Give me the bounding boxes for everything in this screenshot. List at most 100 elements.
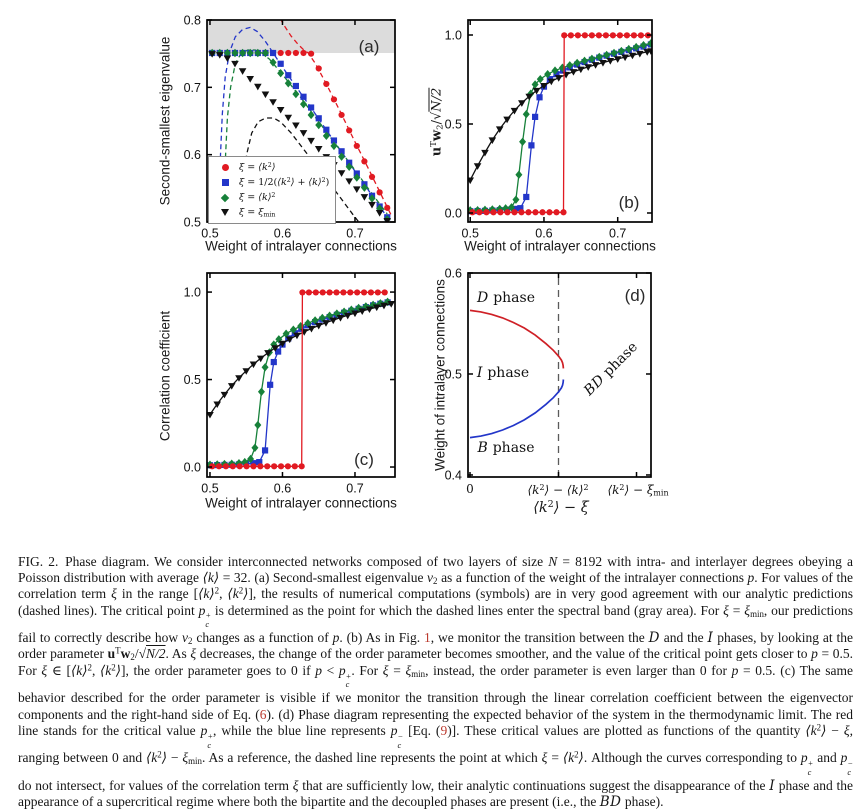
plot-frame [467, 272, 652, 478]
legend-entry: ξ = 1/2(⟨k2⟩ + ⟨k⟩2) [209, 176, 335, 189]
triangle-down-marker-icon [208, 51, 216, 58]
diamond-marker-icon [625, 44, 633, 54]
triangle-down-marker-icon [540, 82, 548, 90]
triangle-down-marker-icon [238, 68, 247, 75]
series-critical-p-plus-line [469, 309, 565, 369]
square-marker-icon [330, 137, 338, 144]
series-xi-k2-line [472, 34, 648, 213]
panel-b-letter: (b) [618, 193, 640, 212]
circle-marker-icon [209, 463, 216, 470]
circle-marker-icon [546, 209, 553, 216]
phase-label-decoupled: D phase [477, 290, 535, 306]
triangle-down-marker-icon [613, 56, 622, 63]
circle-marker-icon [300, 49, 307, 57]
series-xi-min-line [209, 302, 392, 415]
triangle-down-marker-icon [577, 66, 585, 74]
circle-marker-icon [346, 127, 353, 134]
circle-marker-icon [308, 50, 315, 57]
circle-marker-icon [319, 289, 326, 296]
circle-marker-icon [567, 32, 574, 39]
triangle-down-marker-icon [584, 64, 593, 71]
circle-marker-icon [532, 209, 539, 216]
panel-a-letter: (a) [358, 37, 380, 56]
triangle-down-marker-icon [242, 368, 251, 375]
legend-label: ξ = ξmin [239, 207, 276, 219]
diamond-marker-icon [251, 443, 259, 452]
diamond-marker-icon [384, 297, 392, 307]
circle-marker-icon [354, 289, 361, 296]
y-tick-label: 0.0 [184, 461, 201, 475]
triangle-down-marker-icon [261, 91, 270, 99]
x-tick-label: 0.7 [609, 227, 626, 241]
diamond-marker-icon [220, 193, 230, 202]
triangle-down-marker-icon [254, 83, 262, 91]
y-tick-label: 1.0 [445, 29, 462, 43]
circle-marker-icon [595, 32, 603, 39]
triangle-down-marker-icon [383, 218, 392, 222]
triangle-down-marker-icon [223, 55, 232, 63]
triangle-down-marker-icon [256, 355, 265, 363]
series-analytic-blue-line [218, 26, 388, 218]
triangle-down-marker-icon [278, 340, 287, 348]
series-xi-half-line [209, 301, 388, 466]
circle-marker-icon [298, 463, 305, 470]
diamond-marker-icon [247, 454, 255, 464]
diamond-marker-icon [269, 58, 277, 67]
circle-marker-icon [338, 111, 345, 119]
triangle-down-marker-icon [599, 59, 607, 67]
legend-entry: ξ = ξmin [209, 206, 335, 219]
triangle-down-marker-icon [375, 209, 384, 217]
triangle-down-marker-icon [345, 178, 353, 185]
panel-a-ylabel: Second-smallest eigenvalue [157, 36, 173, 206]
y-tick-label: 0.5 [184, 216, 201, 230]
diamond-marker-icon [512, 195, 520, 204]
diamond-marker-icon [360, 183, 368, 192]
circle-marker-icon [637, 32, 645, 39]
diamond-marker-icon [368, 194, 376, 203]
square-marker-icon [285, 72, 292, 79]
diamond-marker-icon [338, 152, 346, 161]
panel-a-chart: 0.5 0.6 0.7 0.5 0.6 0.7 0.8 [184, 14, 396, 241]
circle-marker-icon [323, 80, 330, 88]
circle-marker-icon [221, 164, 229, 171]
triangle-down-marker-icon [606, 58, 615, 65]
square-marker-icon [532, 113, 539, 120]
square-marker-icon [338, 148, 345, 155]
square-marker-icon [536, 94, 543, 101]
diamond-marker-icon [544, 69, 552, 79]
triangle-down-marker-icon [269, 99, 277, 106]
diamond-marker-icon [254, 420, 262, 430]
square-marker-icon [277, 60, 284, 67]
circle-marker-icon [376, 189, 383, 196]
square-marker-icon [221, 179, 229, 186]
series-xi-min-markers [468, 48, 652, 185]
square-marker-icon [517, 205, 524, 212]
diamond-marker-icon [289, 325, 297, 334]
circle-marker-icon [264, 463, 271, 470]
diamond-marker-icon [519, 137, 527, 146]
circle-marker-icon [518, 209, 525, 216]
plot-series-group [468, 32, 652, 216]
triangle-down-marker-icon [591, 62, 600, 69]
diamond-marker-icon [531, 80, 539, 89]
triangle-down-marker-icon [329, 317, 338, 325]
circle-marker-icon [574, 32, 581, 39]
triangle-down-marker-icon [372, 304, 381, 312]
diamond-marker-icon [573, 58, 581, 68]
triangle-down-marker-icon [271, 345, 280, 352]
panel-c-letter: (c) [354, 450, 374, 469]
square-marker-icon [267, 381, 274, 388]
diamond-marker-icon [231, 48, 239, 58]
triangle-down-marker-icon [360, 194, 369, 201]
panel-c-xlabel: Weight of intralayer connections [205, 495, 397, 511]
triangle-down-marker-icon [368, 201, 376, 209]
triangle-down-marker-icon [495, 126, 504, 133]
panel-d-xtick-k2-kmean2: ⟨k2⟩ − ⟨k⟩2 [527, 483, 589, 497]
triangle-down-marker-icon [351, 310, 359, 318]
triangle-down-marker-icon [525, 93, 534, 101]
square-marker-icon [553, 71, 560, 78]
plot-series-group [469, 273, 565, 477]
triangle-down-marker-icon [307, 325, 316, 333]
panel-d-xlabel: ⟨k2⟩ − ξ [533, 499, 589, 516]
triangle-down-marker-icon [380, 302, 388, 310]
